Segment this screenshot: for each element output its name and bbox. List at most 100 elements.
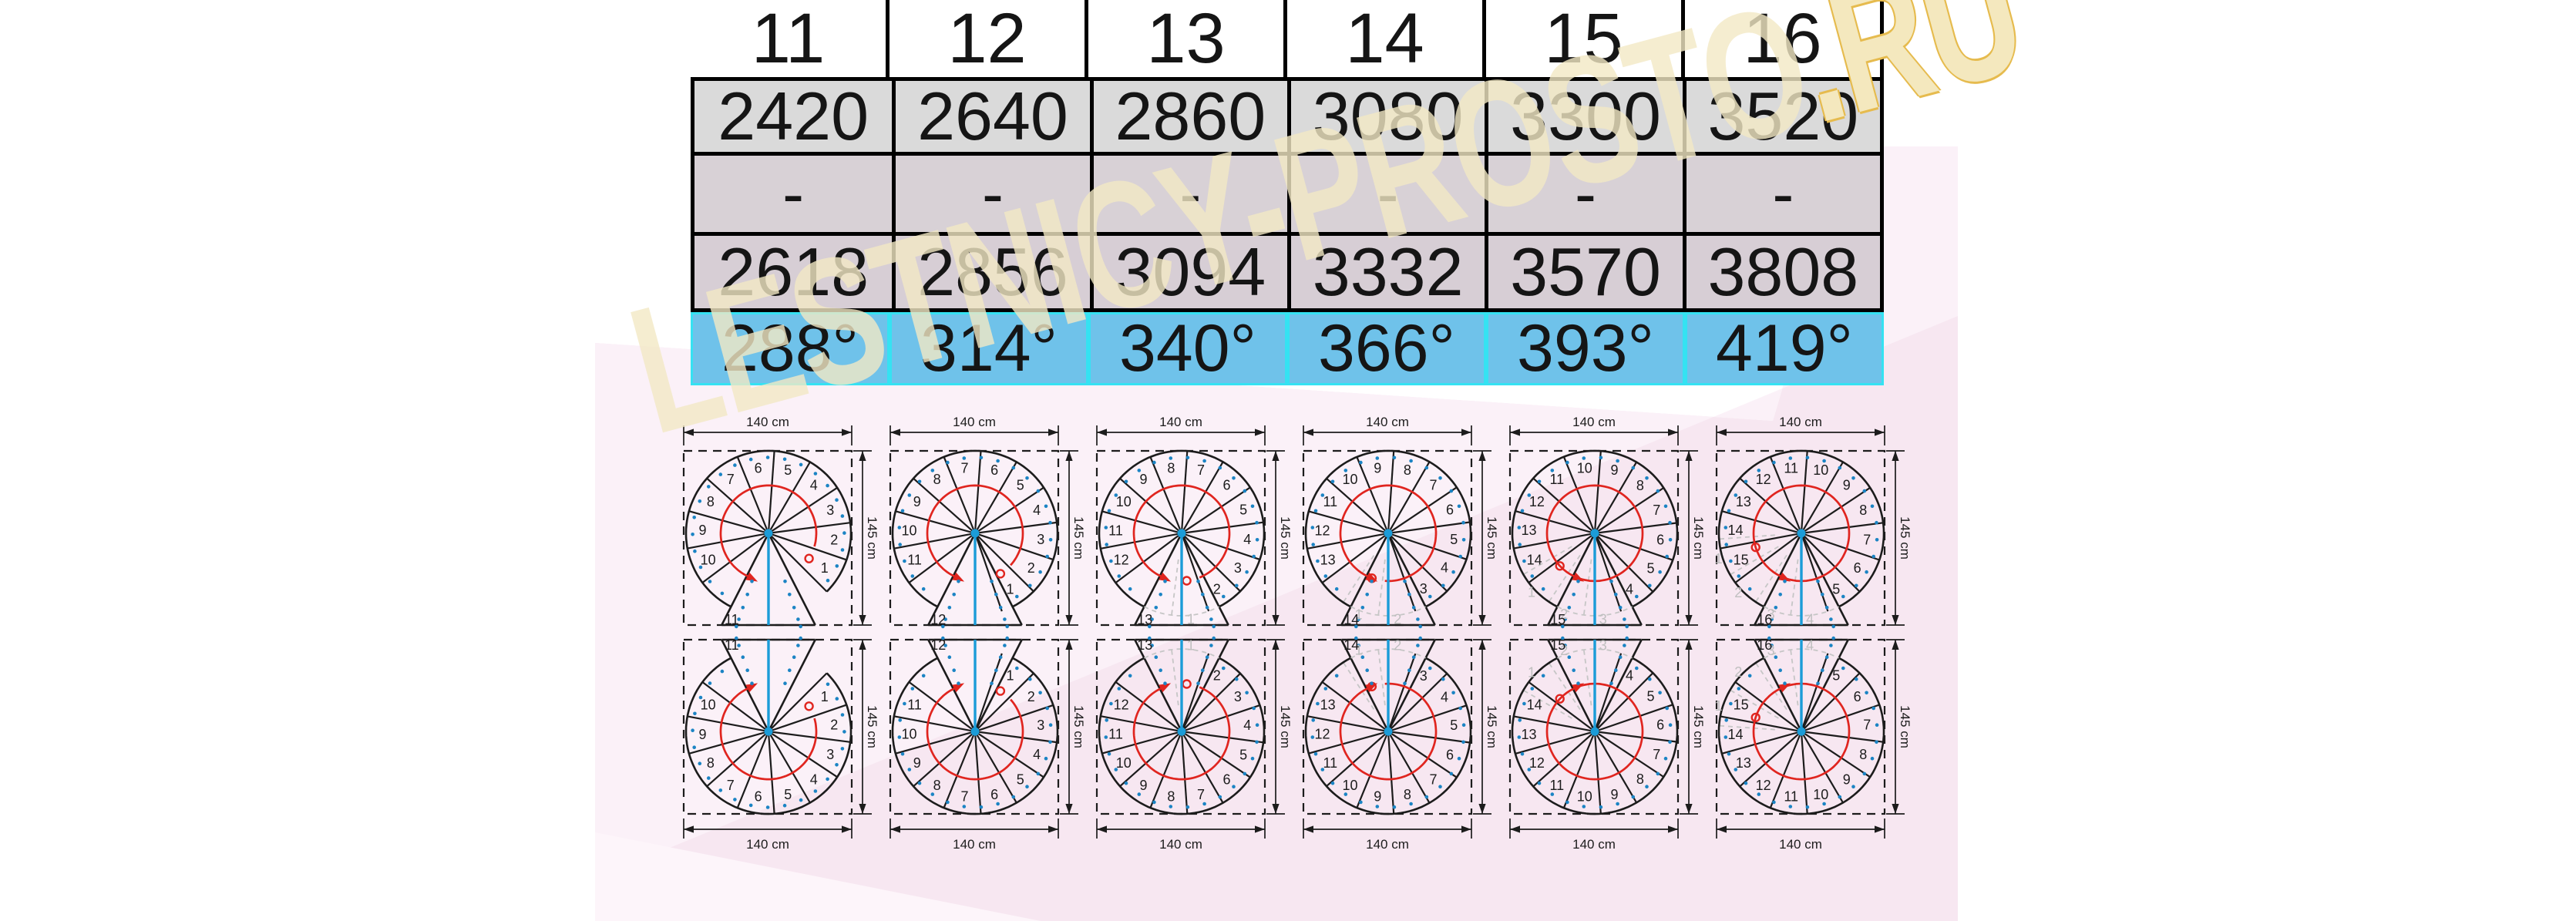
svg-text:6: 6 xyxy=(1656,533,1664,548)
dim-width-label: 140 cm xyxy=(1366,415,1409,429)
svg-text:1: 1 xyxy=(1187,637,1195,653)
svg-text:6: 6 xyxy=(755,460,762,476)
cell-row-2618-col11: 2618 xyxy=(694,234,893,310)
col-header-12: 12 xyxy=(889,0,1088,78)
svg-text:11: 11 xyxy=(1108,727,1123,742)
svg-text:9: 9 xyxy=(1374,789,1381,805)
svg-text:10: 10 xyxy=(901,523,916,538)
cell-row-dash-col16: - xyxy=(1682,156,1881,232)
svg-text:5: 5 xyxy=(1017,478,1024,493)
svg-text:4: 4 xyxy=(1441,689,1448,704)
cell-row-angle-col11: 288° xyxy=(691,311,889,385)
svg-text:7: 7 xyxy=(1653,503,1660,518)
svg-text:2: 2 xyxy=(1560,607,1568,622)
svg-text:8: 8 xyxy=(1167,460,1175,476)
svg-text:12: 12 xyxy=(1756,778,1771,793)
dim-height-label: 145 cm xyxy=(1071,705,1086,748)
svg-text:6: 6 xyxy=(990,787,998,802)
dim-height-label: 145 cm xyxy=(1898,516,1912,560)
svg-text:10: 10 xyxy=(1813,787,1828,802)
svg-text:7: 7 xyxy=(1653,747,1660,762)
svg-text:14: 14 xyxy=(1343,637,1359,653)
svg-text:1: 1 xyxy=(1528,664,1535,680)
svg-text:6: 6 xyxy=(1446,503,1454,518)
svg-text:8: 8 xyxy=(1859,747,1867,762)
dim-height-label: 145 cm xyxy=(1485,516,1499,560)
svg-text:12: 12 xyxy=(1529,755,1545,771)
svg-text:3: 3 xyxy=(1234,689,1242,704)
cell-row-2618-col14: 3332 xyxy=(1287,234,1485,310)
col-header-11: 11 xyxy=(691,0,889,78)
row-dash: ------ xyxy=(691,152,1884,232)
svg-text:9: 9 xyxy=(698,523,706,538)
svg-text:1: 1 xyxy=(1187,612,1195,627)
svg-text:15: 15 xyxy=(1734,697,1749,713)
svg-text:11: 11 xyxy=(1549,778,1564,793)
svg-text:2: 2 xyxy=(1734,585,1742,600)
svg-text:4: 4 xyxy=(810,771,818,787)
svg-text:12: 12 xyxy=(1314,523,1330,538)
dim-height-label: 145 cm xyxy=(865,516,879,560)
dim-height-label: 145 cm xyxy=(1691,516,1706,560)
svg-text:9: 9 xyxy=(1139,778,1147,793)
svg-text:1: 1 xyxy=(1715,551,1723,566)
svg-text:16: 16 xyxy=(1757,637,1772,653)
svg-text:9: 9 xyxy=(1374,460,1381,476)
svg-text:2: 2 xyxy=(830,532,838,547)
svg-text:5: 5 xyxy=(1450,718,1458,733)
dim-width-label: 140 cm xyxy=(1779,837,1822,852)
svg-text:7: 7 xyxy=(1197,787,1205,802)
svg-text:6: 6 xyxy=(1656,717,1664,732)
svg-text:13: 13 xyxy=(1736,755,1751,771)
cell-row-dash-col14: - xyxy=(1287,156,1485,232)
cell-row-2420-col14: 3080 xyxy=(1287,78,1485,154)
cell-row-2420-col11: 2420 xyxy=(694,78,893,154)
svg-text:8: 8 xyxy=(1636,478,1644,493)
cell-row-2420-col13: 2860 xyxy=(1089,78,1287,154)
svg-text:1: 1 xyxy=(1528,585,1535,600)
svg-text:1: 1 xyxy=(1715,698,1723,714)
svg-text:5: 5 xyxy=(1646,560,1654,576)
svg-text:13: 13 xyxy=(1320,552,1336,567)
svg-text:3: 3 xyxy=(1420,668,1428,684)
svg-text:4: 4 xyxy=(1626,582,1633,597)
svg-text:10: 10 xyxy=(701,697,716,713)
svg-text:4: 4 xyxy=(1441,560,1448,576)
cell-row-2420-col16: 3520 xyxy=(1682,78,1881,154)
svg-text:4: 4 xyxy=(1806,612,1814,627)
svg-text:7: 7 xyxy=(1429,772,1437,788)
svg-text:1: 1 xyxy=(1006,581,1014,597)
dim-width-label: 140 cm xyxy=(1572,837,1616,852)
svg-text:4: 4 xyxy=(1243,718,1251,733)
svg-text:6: 6 xyxy=(755,789,762,805)
svg-text:9: 9 xyxy=(913,755,921,771)
svg-text:4: 4 xyxy=(1033,747,1041,762)
svg-text:12: 12 xyxy=(1114,697,1129,713)
svg-text:8: 8 xyxy=(1859,503,1867,518)
svg-text:3: 3 xyxy=(1234,560,1242,576)
svg-text:10: 10 xyxy=(1577,789,1592,805)
dim-height-label: 145 cm xyxy=(1485,705,1499,748)
svg-text:10: 10 xyxy=(1813,462,1828,478)
row-angle: 288° 314° 340° 366° 393° 419° xyxy=(691,311,1884,385)
cell-row-dash-col13: - xyxy=(1089,156,1287,232)
svg-text:7: 7 xyxy=(727,778,735,793)
dim-height-label: 145 cm xyxy=(1278,516,1293,560)
svg-text:11: 11 xyxy=(1323,494,1337,509)
dim-width-label: 140 cm xyxy=(1572,415,1616,429)
cell-row-2618-col12: 2856 xyxy=(892,234,1090,310)
svg-text:3: 3 xyxy=(1599,637,1607,653)
svg-text:4: 4 xyxy=(1243,532,1251,547)
row-2420: 2420 2640 2860 3080 3300 3520 xyxy=(691,77,1884,154)
svg-text:11: 11 xyxy=(1323,755,1337,771)
svg-text:5: 5 xyxy=(1832,582,1840,597)
svg-text:6: 6 xyxy=(990,462,998,478)
svg-text:14: 14 xyxy=(1343,612,1359,627)
svg-text:8: 8 xyxy=(1636,771,1644,787)
